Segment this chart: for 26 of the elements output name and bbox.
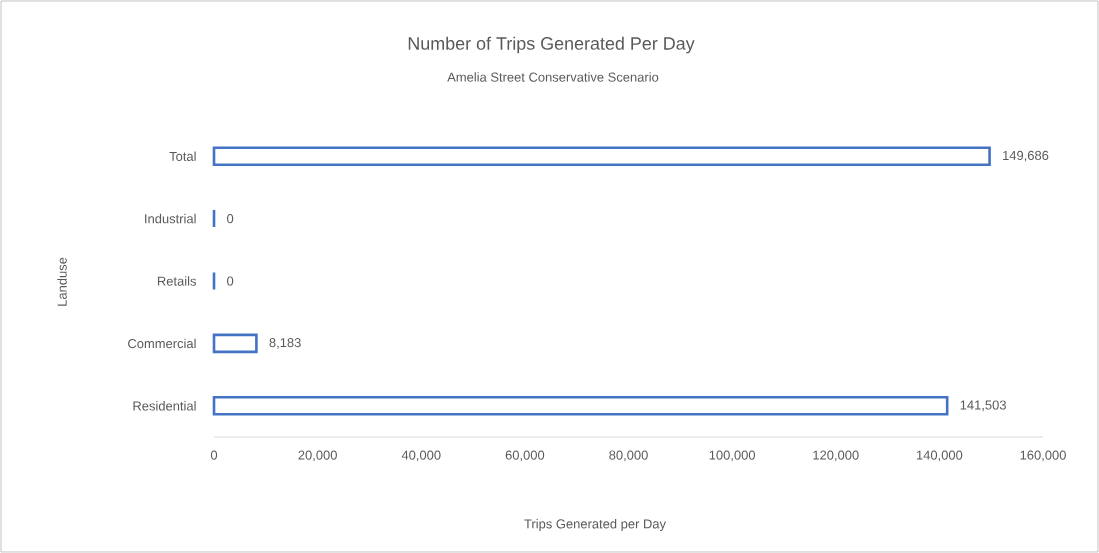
y-tick-label: Retails bbox=[157, 276, 197, 286]
y-tick-label: Commercial bbox=[128, 338, 196, 349]
bar bbox=[212, 146, 991, 166]
x-tick-label: 20,000 bbox=[298, 450, 337, 462]
x-tick-label: 120,000 bbox=[813, 450, 859, 462]
bar bbox=[212, 395, 949, 416]
x-axis-title: Trips Generated per Day bbox=[524, 518, 666, 532]
bar bbox=[212, 333, 258, 354]
y-tick-label: Residential bbox=[133, 401, 196, 411]
y-axis-title: Landuse bbox=[57, 257, 67, 306]
x-tick-label: 40,000 bbox=[401, 450, 441, 462]
data-label: 141,503 bbox=[960, 400, 1006, 412]
y-tick-label: Industrial bbox=[145, 213, 196, 224]
x-tick-label: 80,000 bbox=[609, 450, 648, 462]
data-label: 0 bbox=[227, 214, 234, 224]
x-tick-label: 140,000 bbox=[916, 450, 963, 462]
data-label: 149,686 bbox=[1003, 150, 1049, 162]
chart-subtitle: Amelia Street Conservative Scenario bbox=[447, 72, 659, 82]
x-tick-label: 100,000 bbox=[709, 450, 756, 462]
x-tick-label: 160,000 bbox=[1020, 450, 1066, 462]
data-label: 8,183 bbox=[269, 338, 301, 349]
y-tick-label: Total bbox=[169, 151, 196, 161]
x-tick-label: 60,000 bbox=[505, 450, 545, 462]
data-label: 0 bbox=[227, 276, 234, 286]
x-tick-label: 0 bbox=[210, 450, 218, 460]
chart-title: Number of Trips Generated Per Day bbox=[408, 36, 695, 54]
